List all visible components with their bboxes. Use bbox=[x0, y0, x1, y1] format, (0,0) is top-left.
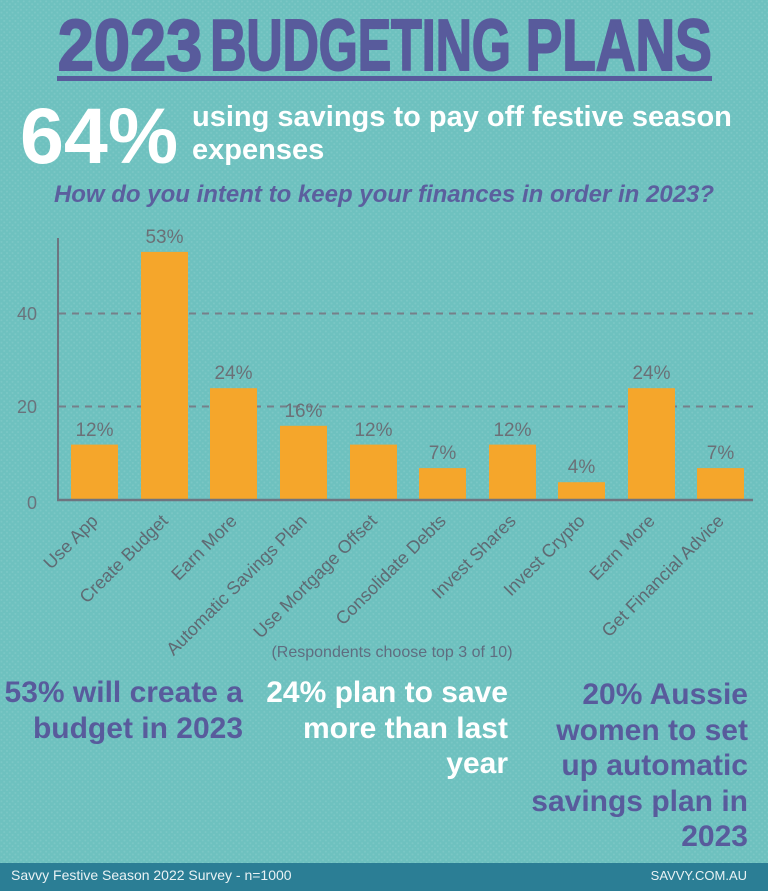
svg-text:24%: 24% bbox=[632, 363, 670, 384]
svg-text:40: 40 bbox=[17, 304, 37, 324]
svg-text:4%: 4% bbox=[568, 457, 596, 478]
svg-text:Use App: Use App bbox=[40, 511, 102, 573]
svg-text:0: 0 bbox=[27, 493, 37, 513]
svg-text:7%: 7% bbox=[707, 443, 735, 464]
svg-text:20: 20 bbox=[17, 397, 37, 417]
svg-text:Earn More: Earn More bbox=[167, 511, 241, 585]
svg-text:PLANS: PLANS bbox=[526, 6, 712, 86]
svg-text:16%: 16% bbox=[284, 401, 322, 422]
svg-text:Automatic Savings Plan: Automatic Savings Plan bbox=[162, 511, 311, 660]
svg-text:53%: 53% bbox=[145, 227, 183, 248]
svg-text:Earn More: Earn More bbox=[585, 511, 659, 585]
svg-text:12%: 12% bbox=[354, 420, 392, 441]
svg-text:BUDGETING: BUDGETING bbox=[210, 6, 511, 86]
svg-text:24%: 24% bbox=[214, 363, 252, 384]
svg-text:7%: 7% bbox=[429, 443, 457, 464]
svg-text:Get Financial Advice: Get Financial Advice bbox=[598, 511, 728, 641]
svg-text:2023: 2023 bbox=[58, 6, 202, 86]
svg-text:(Respondents choose top 3 of 1: (Respondents choose top 3 of 10) bbox=[271, 644, 512, 661]
svg-text:12%: 12% bbox=[75, 420, 113, 441]
svg-text:Use Mortgage Offset: Use Mortgage Offset bbox=[249, 511, 380, 642]
svg-text:12%: 12% bbox=[493, 420, 531, 441]
